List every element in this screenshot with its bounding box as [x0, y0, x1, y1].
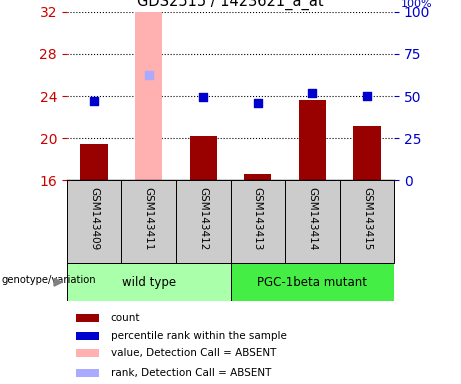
- Point: [145, 72, 152, 78]
- Point: [309, 90, 316, 96]
- Bar: [230, 180, 285, 263]
- Text: GSM143414: GSM143414: [307, 187, 317, 250]
- Bar: [81, 144, 108, 180]
- Bar: [244, 174, 272, 180]
- Point: [254, 100, 261, 106]
- Bar: [67, 180, 121, 263]
- Text: GSM143409: GSM143409: [89, 187, 99, 250]
- Bar: [176, 180, 230, 263]
- Point: [363, 93, 371, 99]
- Text: PGC-1beta mutant: PGC-1beta mutant: [257, 276, 367, 289]
- Bar: [340, 180, 394, 263]
- Bar: [135, 12, 162, 180]
- Text: rank, Detection Call = ABSENT: rank, Detection Call = ABSENT: [111, 368, 271, 378]
- Bar: [76, 369, 99, 377]
- Bar: [76, 332, 99, 340]
- Title: GDS2515 / 1423621_a_at: GDS2515 / 1423621_a_at: [137, 0, 324, 10]
- Bar: [299, 100, 326, 180]
- Text: GSM143413: GSM143413: [253, 187, 263, 250]
- Bar: [230, 263, 394, 301]
- Bar: [121, 180, 176, 263]
- Bar: [76, 314, 99, 322]
- Text: GSM143415: GSM143415: [362, 187, 372, 250]
- Text: 100%: 100%: [401, 0, 433, 9]
- Text: genotype/variation: genotype/variation: [1, 275, 96, 285]
- Bar: [285, 180, 340, 263]
- Bar: [189, 136, 217, 180]
- Text: GSM143411: GSM143411: [144, 187, 154, 250]
- Text: GSM143412: GSM143412: [198, 187, 208, 250]
- Point: [200, 94, 207, 100]
- Text: count: count: [111, 313, 140, 323]
- Point: [90, 98, 98, 104]
- Bar: [353, 126, 380, 180]
- Text: value, Detection Call = ABSENT: value, Detection Call = ABSENT: [111, 348, 276, 358]
- Bar: [67, 263, 230, 301]
- Text: wild type: wild type: [122, 276, 176, 289]
- Text: percentile rank within the sample: percentile rank within the sample: [111, 331, 287, 341]
- Bar: [76, 349, 99, 358]
